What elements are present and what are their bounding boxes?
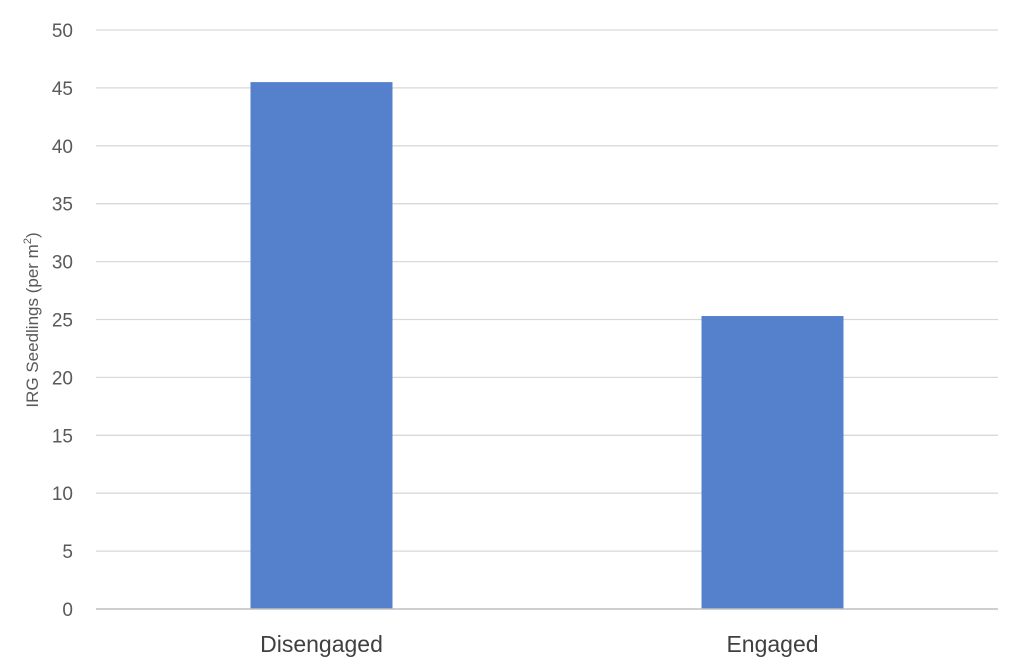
y-axis-title-main: IRG Seedlings (per m [23, 244, 42, 407]
y-axis-title: IRG Seedlings (per m2) [22, 232, 42, 407]
y-tick-label: 35 [52, 195, 73, 216]
y-tick-label: 10 [52, 484, 73, 505]
bars [250, 82, 844, 610]
y-axis-ticks: 0 5 10 15 20 25 30 35 40 45 50 [52, 21, 73, 621]
y-tick-label: 20 [52, 368, 73, 389]
y-tick-label: 25 [52, 311, 73, 332]
x-axis-categories: Disengaged Engaged [260, 631, 818, 657]
y-axis-title-end: ) [23, 232, 42, 238]
y-axis-title-superscript: 2 [22, 238, 34, 244]
y-tick-label: 5 [62, 542, 73, 563]
x-category-label: Disengaged [260, 631, 383, 657]
y-tick-label: 30 [52, 253, 73, 274]
x-category-label: Engaged [726, 631, 818, 657]
bar-disengaged [250, 82, 393, 610]
bar-engaged [701, 316, 844, 609]
y-tick-label: 0 [62, 600, 73, 621]
gridlines [96, 29, 998, 552]
y-tick-label: 50 [52, 21, 73, 42]
y-tick-label: 15 [52, 426, 73, 447]
y-tick-label: 40 [52, 137, 73, 158]
y-tick-label: 45 [52, 79, 73, 100]
